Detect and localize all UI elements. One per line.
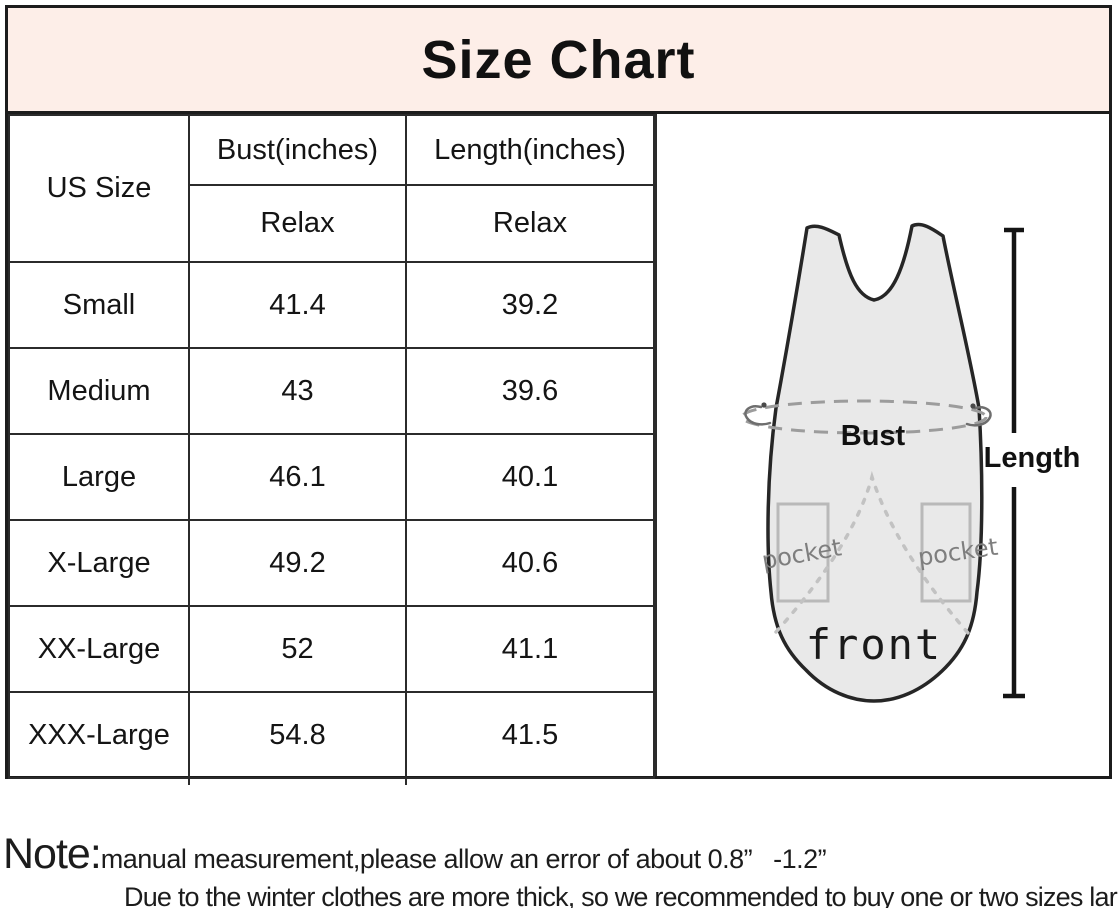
bust-cell: 46.1 [188,433,407,521]
note-section: Note: manual measurement,please allow an … [3,830,1118,908]
bust-arrow-right-curl [965,406,992,427]
size-cell: X-Large [8,519,190,607]
note-prefix: Note: [3,830,102,878]
table-column-stub [405,779,407,785]
apron-diagram: Bust Length pocket pocket front [740,222,1081,703]
bust-cell: 43 [188,347,407,435]
front-label: front [806,620,942,669]
bust-cell: 41.4 [188,261,407,349]
measurement-diagram-panel: Bust Length pocket pocket front [655,114,1109,776]
table-row: X-Large 49.2 40.6 [8,519,655,607]
content-row: US Size Bust(inches) Length(inches) Rela… [8,114,1109,779]
center-dashed-v [774,470,970,635]
bust-label: Bust [841,420,906,452]
note-text-1: manual measurement,please allow an error… [100,844,827,874]
chart-frame: Size Chart US Size Bust(inches) Length(i… [5,5,1112,779]
bust-arrow-right-dot [970,403,976,409]
size-cell: XX-Large [8,605,190,693]
header-bust: Bust(inches) [188,114,407,186]
table-row: Small 41.4 39.2 [8,261,655,349]
table-header-row: US Size Bust(inches) Length(inches) [8,114,655,263]
title-bar: Size Chart [8,8,1109,114]
table-column-stub [188,779,190,785]
bust-arrow-left-dot [761,402,767,408]
bust-cell: 52 [188,605,407,693]
pocket-right [920,502,972,603]
size-cell: Medium [8,347,190,435]
table-row: XX-Large 52 41.1 [8,605,655,693]
size-cell: Large [8,433,190,521]
header-us-size: US Size [8,114,190,263]
length-cell: 40.6 [405,519,655,607]
length-cell: 39.6 [405,347,655,435]
bust-arrow-left-curl [744,405,772,426]
length-cell: 41.1 [405,605,655,693]
page-title: Size Chart [421,29,696,90]
length-label: Length [984,442,1081,474]
header-length: Length(inches) [405,114,655,186]
size-table: US Size Bust(inches) Length(inches) Rela… [8,114,655,779]
note-line-1: Note: manual measurement,please allow an … [3,830,1118,879]
bust-measure-ellipse [740,399,988,435]
table-row: Medium 43 39.6 [8,347,655,435]
size-cell: Small [8,261,190,349]
table-row: Large 46.1 40.1 [8,433,655,521]
table-subheader-row: Relax Relax [9,184,655,263]
length-cell: 40.1 [405,433,655,521]
note-text-2: Due to the winter clothes are more thick… [124,882,1118,908]
bust-cell: 49.2 [188,519,407,607]
length-cell: 41.5 [405,691,655,779]
length-dimension-line [1003,227,1025,699]
subheader-bust-relax: Relax [188,184,407,263]
table-row: XXX-Large 54.8 41.5 [8,691,655,779]
length-cell: 39.2 [405,261,655,349]
bust-cell: 54.8 [188,691,407,779]
subheader-length-relax: Relax [405,184,655,263]
size-cell: XXX-Large [8,691,190,779]
